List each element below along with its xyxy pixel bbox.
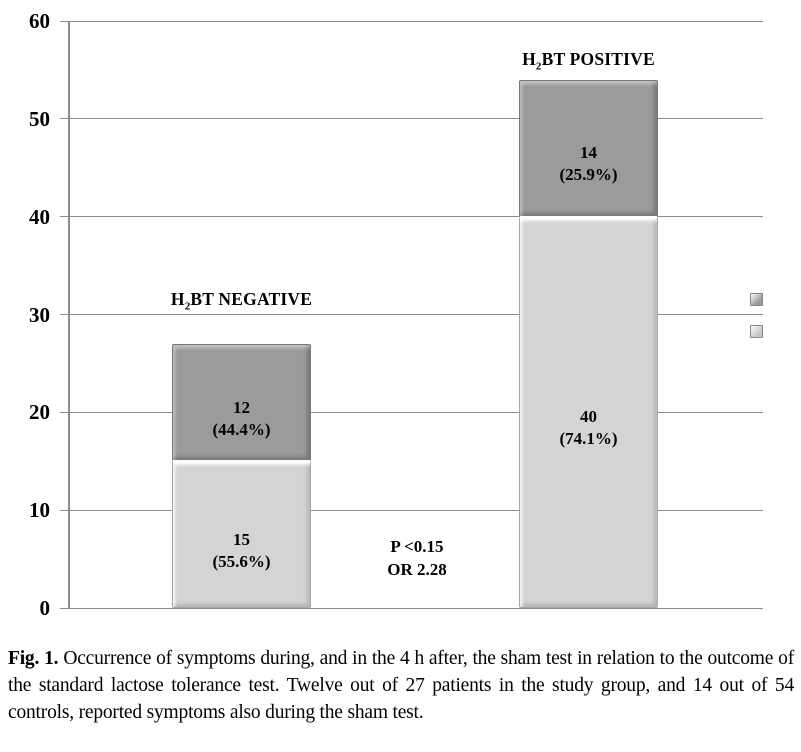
gridline bbox=[60, 411, 763, 413]
category-title: H2BT POSITIVE bbox=[522, 49, 655, 73]
caption-text: Occurrence of symptoms during, and in th… bbox=[8, 648, 794, 723]
bar-segment-light bbox=[172, 461, 311, 608]
legend-swatch bbox=[750, 293, 763, 306]
segment-divider bbox=[173, 460, 310, 464]
gridline bbox=[60, 509, 763, 511]
gridline bbox=[60, 314, 763, 315]
bar-segment-dark bbox=[172, 343, 311, 462]
figure-caption: Fig. 1. Occurrence of symptoms during, an… bbox=[8, 645, 794, 726]
category-title: H2BT NEGATIVE bbox=[170, 289, 313, 313]
y-axis-tick-label: 20 bbox=[29, 400, 50, 425]
gridline bbox=[60, 20, 763, 22]
y-axis-tick-label: 60 bbox=[29, 9, 50, 33]
y-axis-tick-label: 0 bbox=[39, 596, 51, 620]
caption-label: Fig. 1. bbox=[8, 648, 59, 669]
y-axis-tick-label: 50 bbox=[29, 106, 50, 131]
legend-swatch bbox=[750, 325, 763, 338]
bar-segment-label: 12 (44.4%) bbox=[212, 397, 271, 439]
bar-segment-label: 14 (25.9%) bbox=[559, 143, 618, 185]
bar-segment-dark bbox=[519, 79, 658, 217]
y-axis-tick-label: 10 bbox=[29, 498, 50, 523]
gridline bbox=[60, 607, 763, 609]
y-axis-line bbox=[68, 21, 70, 608]
y-axis-tick-label: 40 bbox=[29, 204, 50, 229]
gridline bbox=[60, 216, 763, 218]
bar-segment-light bbox=[519, 216, 658, 608]
gridline bbox=[60, 118, 763, 120]
bar-segment-label: 15 (55.6%) bbox=[212, 529, 271, 571]
stat-annotation: P <0.15 OR 2.28 bbox=[387, 537, 447, 579]
segment-divider bbox=[520, 215, 657, 219]
y-axis-tick-label: 30 bbox=[29, 302, 50, 327]
bar-segment-label: 40 (74.1%) bbox=[559, 407, 618, 449]
stacked-bar-chart: 0 10 20 30 40 50 60 15 (55.6%) 12 (44.4%) H2BT NEGA… bbox=[29, 9, 763, 620]
